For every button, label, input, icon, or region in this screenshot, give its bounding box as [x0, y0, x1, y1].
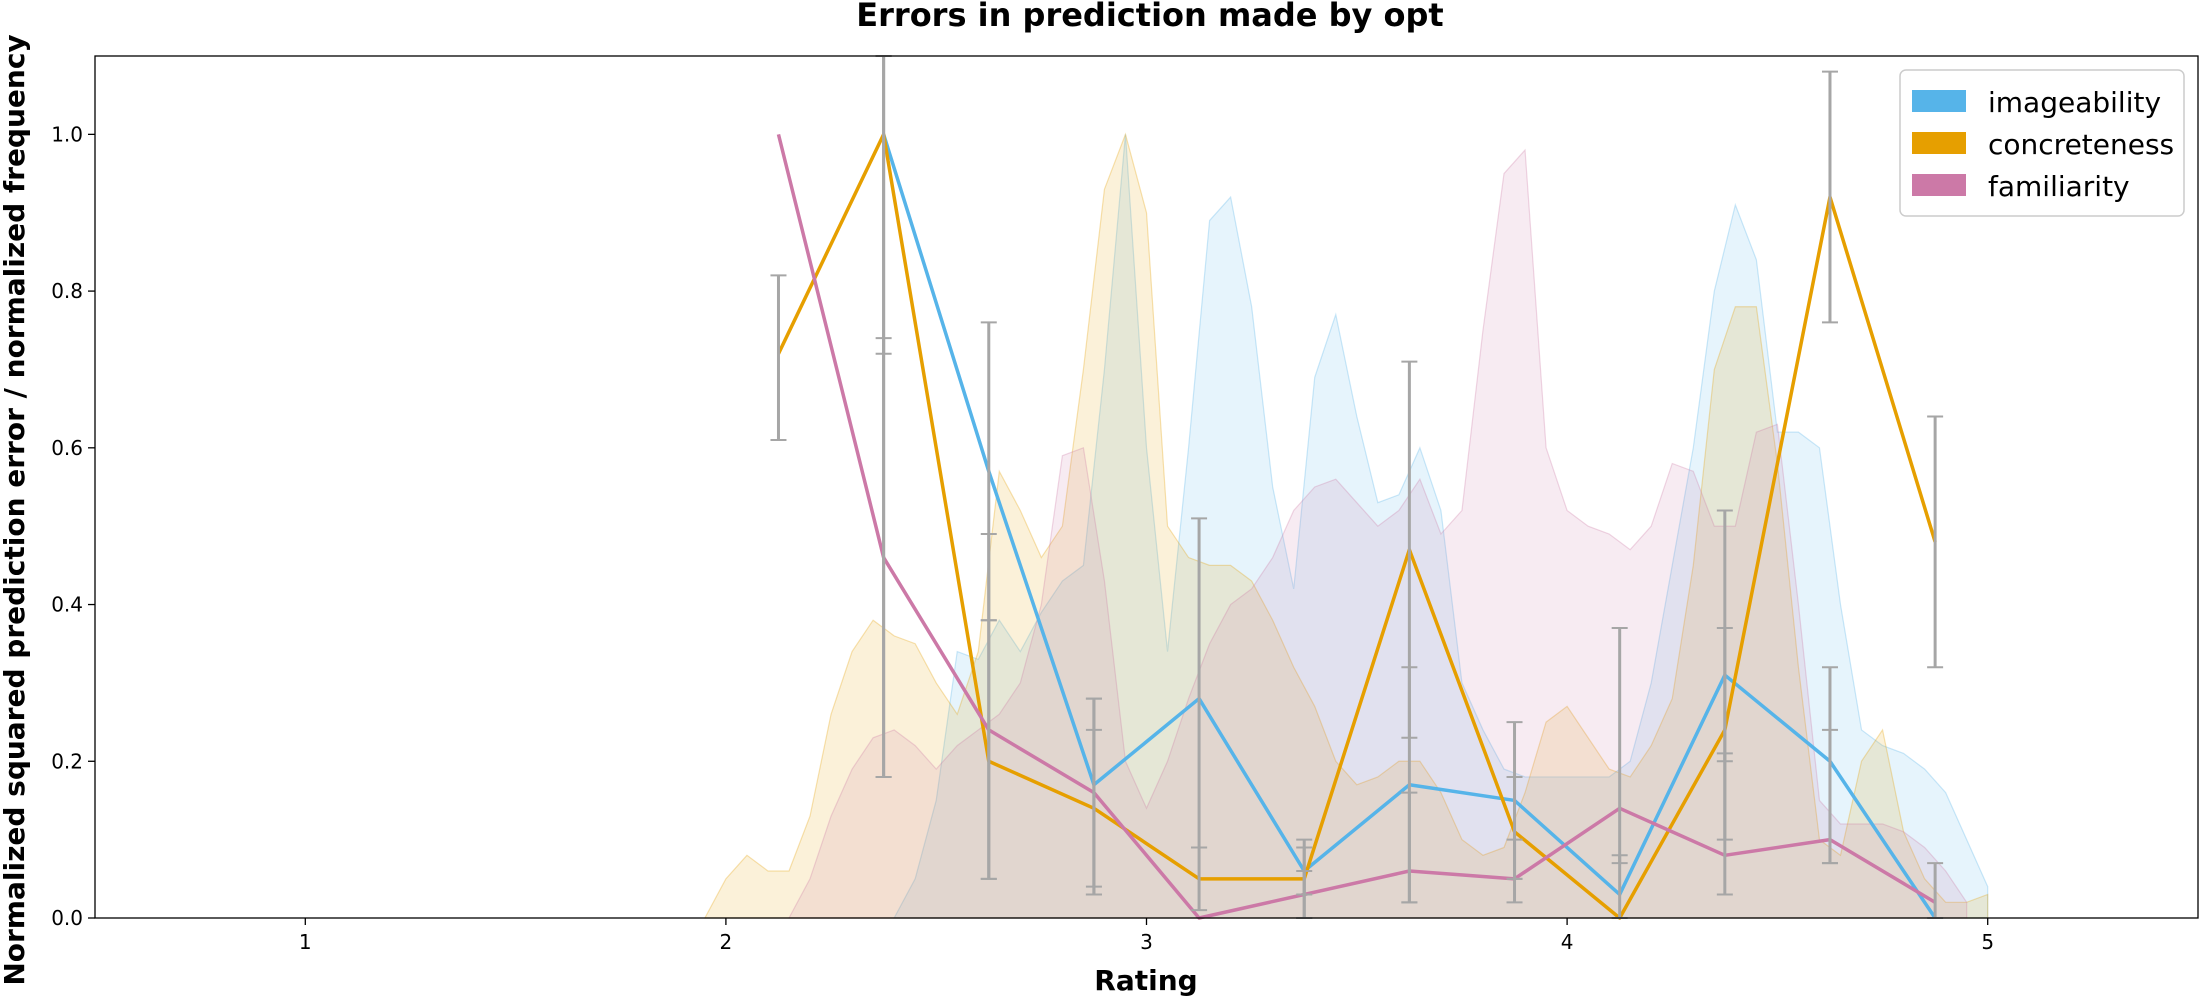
- error-bars: [770, 55, 1944, 919]
- imageability-legend-label: imageability: [1988, 86, 2161, 119]
- concreteness-error-bar: [770, 274, 787, 441]
- familiarity-error-bar: [1506, 838, 1523, 904]
- y-tick-label: 0.6: [51, 436, 83, 460]
- chart-title: Errors in prediction made by opt: [856, 0, 1443, 34]
- x-tick-label: 2: [720, 930, 733, 954]
- familiarity-error-bar: [1401, 791, 1418, 904]
- familiarity-line: [776, 133, 1937, 920]
- concreteness-error-bar: [1821, 70, 1838, 324]
- y-axis-title: Normalized squared prediction error / no…: [0, 34, 31, 985]
- concreteness-density-area: [703, 132, 1989, 919]
- concreteness-error-bar: [1401, 360, 1418, 739]
- y-tick-label: 0.0: [51, 906, 83, 930]
- familiarity-error-bar: [980, 619, 997, 880]
- concreteness-legend-swatch: [1912, 132, 1966, 154]
- concreteness-legend-label: concreteness: [1988, 128, 2174, 161]
- legend: imageability concreteness familiarity: [1899, 69, 2185, 217]
- familiarity-error-bar: [875, 337, 892, 778]
- y-tick-label: 0.4: [51, 593, 83, 617]
- familiarity-legend-label: familiarity: [1988, 170, 2130, 203]
- axes: 1 2 3 4 5 0.0 0.2 0.4 0.6 0.8 1.0: [51, 122, 1994, 954]
- familiarity-error-bar: [1085, 697, 1102, 896]
- x-tick-label: 4: [1561, 930, 1574, 954]
- familiarity-error-bar: [1611, 627, 1628, 865]
- y-tick-label: 1.0: [51, 122, 83, 146]
- concreteness-error-bar: [1191, 846, 1208, 912]
- familiarity-error-bar: [1821, 728, 1838, 865]
- x-tick-label: 3: [1140, 930, 1153, 954]
- density-areas: [703, 132, 1989, 919]
- imageability-legend-swatch: [1912, 90, 1966, 112]
- familiarity-legend-swatch: [1912, 174, 1966, 196]
- concreteness-error-bar: [1927, 415, 1944, 669]
- x-tick-label: 1: [299, 930, 312, 954]
- imageability-density-area: [893, 134, 1989, 919]
- x-axis-title: Rating: [1094, 964, 1197, 997]
- familiarity-density-area: [787, 148, 1968, 919]
- y-tick-label: 0.8: [51, 279, 83, 303]
- x-tick-label: 5: [1981, 930, 1994, 954]
- y-tick-label: 0.2: [51, 749, 83, 773]
- concreteness-line: [776, 132, 1937, 920]
- legend-box: [1899, 69, 2185, 217]
- familiarity-error-bar: [1716, 752, 1733, 896]
